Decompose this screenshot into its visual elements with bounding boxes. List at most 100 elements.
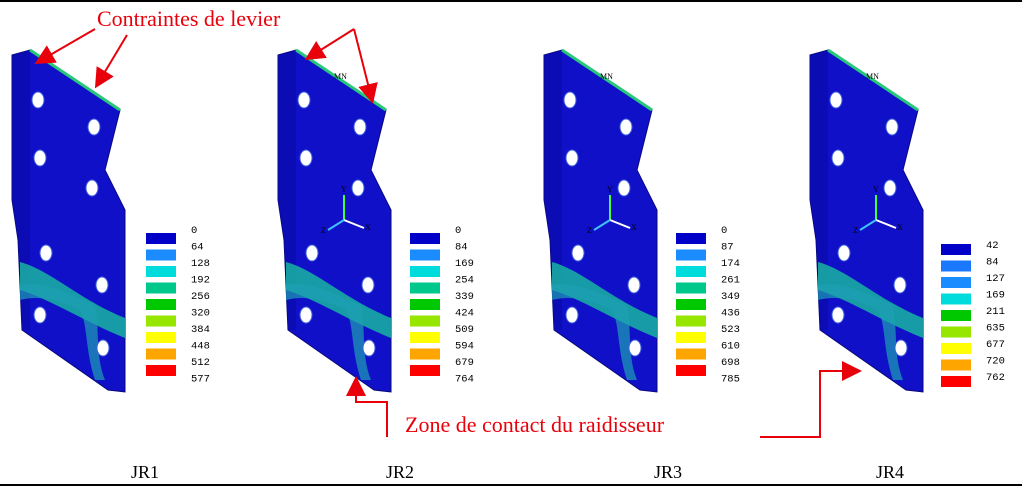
axis-x-label: X	[631, 223, 637, 232]
legend-swatch	[676, 299, 706, 310]
legend-value: 762	[986, 372, 1005, 384]
legend-value: 785	[721, 374, 740, 386]
legend-value: 764	[455, 374, 474, 386]
axis-z-label: Z	[587, 226, 592, 235]
legend-swatch	[146, 315, 176, 327]
bolt-hole	[829, 91, 843, 109]
legend-swatch	[146, 348, 176, 360]
legend-swatch	[941, 359, 971, 371]
color-legend: 0 87 174 261 349 436 523 610 698 785	[676, 225, 740, 386]
bolt-hole	[894, 339, 908, 357]
legend-swatch	[676, 365, 706, 376]
axis-z-label: Z	[321, 226, 326, 235]
bolt-hole	[31, 91, 45, 109]
legend-swatch	[941, 326, 971, 338]
bolt-hole	[831, 149, 845, 167]
stress-zone	[20, 284, 105, 380]
caption-jr3: JR3	[654, 462, 682, 482]
axis-x-label: X	[365, 223, 371, 232]
top-edge-stress	[561, 48, 653, 112]
bolt-hole	[297, 91, 311, 109]
bolt-hole	[87, 118, 101, 136]
bolt-hole	[565, 306, 579, 324]
bolt-hole	[361, 276, 375, 294]
legend-value: 84	[986, 257, 999, 269]
min-marker: MN	[600, 72, 613, 81]
legend-swatch	[941, 244, 971, 255]
legend-swatch	[410, 266, 440, 277]
legend-swatch	[941, 260, 971, 272]
legend-swatch	[410, 365, 440, 376]
bolt-hole	[837, 244, 851, 262]
legend-value: 698	[721, 357, 740, 369]
bolt-hole	[351, 179, 365, 197]
bolt-hole	[33, 306, 47, 324]
legend-swatch	[941, 343, 971, 354]
panel-jr1: 0 64 128 192 256 320 384 448 512 577	[11, 48, 210, 393]
legend-value: 720	[986, 356, 1005, 368]
legend-swatch	[146, 266, 176, 277]
panel-jr4: MN Y X Z 42 84 127 169 211 635 677 720 762	[809, 48, 1005, 393]
legend-swatch	[410, 348, 440, 360]
top-rule	[0, 0, 1022, 2]
bottom-rule	[0, 484, 1022, 486]
legend-value: 64	[191, 242, 204, 254]
legend-swatch	[410, 233, 440, 244]
legend-swatch	[146, 282, 176, 294]
legend-value: 84	[455, 242, 468, 254]
contact-arrow-jr2	[346, 376, 388, 437]
legend-value: 256	[191, 291, 210, 303]
legend-value: 128	[191, 258, 210, 270]
legend-value: 169	[455, 258, 474, 270]
lever-stress-label: Contraintes de levier	[97, 6, 281, 31]
bolt-hole	[96, 339, 110, 357]
legend-swatch	[676, 348, 706, 360]
legend-value: 384	[191, 324, 210, 336]
bolt-hole	[299, 306, 313, 324]
panel-jr2: MN Y X Z 0 84 169 254 339 424 509 594 679 764	[277, 48, 474, 393]
panel-jr3: MN Y X Z 0 87 174 261 349 436 523 610 698 785	[543, 48, 740, 393]
legend-swatch	[941, 310, 971, 321]
lever-arrow-jr1-left	[34, 28, 96, 65]
plate-shade	[12, 50, 30, 330]
bolt-hole	[362, 339, 376, 357]
axis-z-label: Z	[853, 226, 858, 235]
bolt-hole	[85, 179, 99, 197]
legend-swatch	[146, 365, 176, 376]
bolt-hole	[885, 118, 899, 136]
plate-shade	[278, 50, 296, 330]
bolt-hole	[627, 276, 641, 294]
legend-value: 677	[986, 339, 1005, 351]
bolt-hole	[299, 149, 313, 167]
bolt-hole	[628, 339, 642, 357]
legend-value: 169	[986, 290, 1005, 302]
legend-value: 577	[191, 374, 210, 386]
legend-swatch	[410, 315, 440, 327]
bolt-hole	[33, 149, 47, 167]
axis-y-label: Y	[873, 185, 879, 194]
legend-swatch	[146, 249, 176, 261]
legend-swatch	[941, 293, 971, 305]
legend-value: 0	[455, 225, 461, 237]
legend-value: 0	[721, 225, 727, 237]
axis-y-label: Y	[341, 185, 347, 194]
axis-triad: Y X Z	[853, 185, 903, 235]
legend-swatch	[410, 299, 440, 310]
plate-shade	[810, 50, 828, 330]
caption-jr2: JR2	[386, 462, 414, 482]
color-legend: 0 64 128 192 256 320 384 448 512 577	[146, 225, 210, 386]
legend-swatch	[676, 233, 706, 244]
legend-swatch	[146, 299, 176, 310]
legend-swatch	[941, 376, 971, 387]
bolt-hole	[619, 118, 633, 136]
legend-value: 509	[455, 324, 474, 336]
legend-value: 0	[191, 225, 197, 237]
legend-value: 174	[721, 258, 740, 270]
bolt-hole	[305, 244, 319, 262]
axis-x-label: X	[897, 223, 903, 232]
legend-swatch	[410, 282, 440, 294]
bolt-hole	[883, 179, 897, 197]
legend-swatch	[676, 249, 706, 261]
legend-swatch	[410, 332, 440, 343]
